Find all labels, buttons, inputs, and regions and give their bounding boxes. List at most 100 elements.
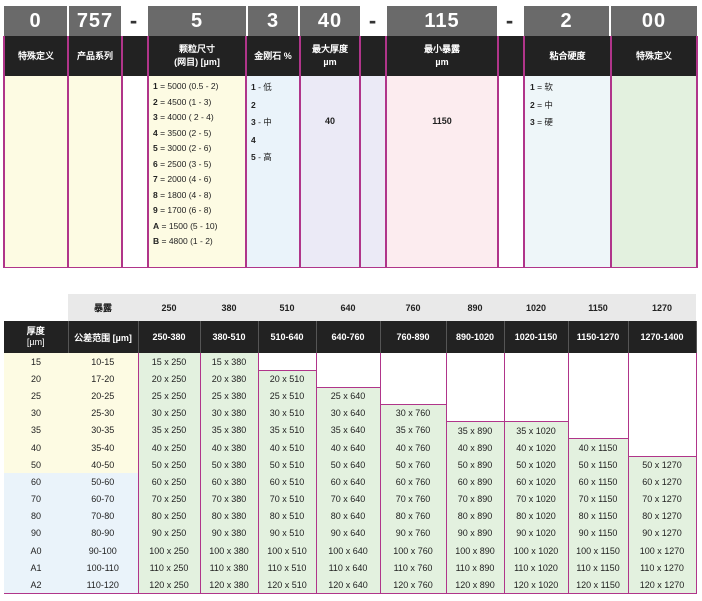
code-seg-grit: 5 [148,6,246,36]
thickness-cell: 30 [4,404,68,422]
code-seg-special1: 0 [4,6,67,36]
col-special2 [611,76,697,268]
list-item: 3 - 中 [251,117,272,127]
size-cell: 15 x 250 [138,353,201,371]
size-cell: 50 x 510 [258,456,317,474]
size-cell: 40 x 380 [200,438,259,457]
size-cell: 30 x 380 [200,404,259,422]
size-cell: 70 x 640 [316,490,381,508]
size-cell: 40 x 760 [380,438,447,457]
size-cell: 50 x 1020 [504,456,569,474]
thickness-cell: 35 [4,421,68,439]
range-header: 510-640 [258,321,317,353]
empty-cell [258,353,317,371]
size-cell: 70 x 510 [258,490,317,508]
size-cell: 90 x 1150 [568,524,629,543]
size-cell: 40 x 1150 [568,438,629,457]
size-cell: 50 x 1270 [628,456,697,474]
thickness-cell: A0 [4,542,68,560]
list-item: 1 = 软 [530,82,553,92]
size-cell: 120 x 760 [380,576,447,595]
size-cell: 80 x 760 [380,507,447,525]
size-cell: 110 x 1020 [504,559,569,577]
size-cell: 60 x 250 [138,473,201,491]
size-cell: 35 x 1020 [504,421,569,439]
size-cell: 100 x 760 [380,542,447,560]
exposure-value: 1150 [568,294,628,321]
size-cell: 70 x 1270 [628,490,697,508]
list-item: 1 - 低 [251,82,272,92]
col-special1 [4,76,68,268]
code-seg-diamond: 3 [248,6,298,36]
header-hardness: 粘合硬度 [524,36,611,76]
size-cell: 30 x 640 [316,404,381,422]
exposure-value: 1270 [628,294,696,321]
list-item: 3 = 硬 [530,117,553,127]
list-item: 2 = 中 [530,99,553,110]
empty-cell [380,353,447,371]
thickness-cell: A2 [4,576,68,595]
size-cell: 100 x 1020 [504,542,569,560]
range-header: 250-380 [138,321,201,353]
thickness-header: 厚度 [µm] [4,321,69,353]
size-cell: 110 x 380 [200,559,259,577]
size-cell: 60 x 510 [258,473,317,491]
code-seg-hardness: 2 [524,6,609,36]
table-row: 40 35-40 40 x 250 40 x 380 40 x 510 40 x 640 4… [4,438,697,457]
table-row: 25 20-25 25 x 250 25 x 380 25 x 510 25 x 640 [4,387,697,406]
size-cell: 110 x 1270 [628,559,697,577]
size-cell: 100 x 380 [200,542,259,560]
size-cell: 80 x 890 [446,507,505,525]
header-blank [122,36,148,76]
size-cell: 90 x 380 [200,524,259,543]
size-cell: 80 x 1150 [568,507,629,525]
col-diamond [246,76,300,268]
size-cell: 60 x 1150 [568,473,629,491]
table-row: 60 50-60 60 x 250 60 x 380 60 x 510 60 x 640 6… [4,473,697,491]
empty-cell [504,404,569,423]
size-cell: 70 x 380 [200,490,259,508]
empty-cell [628,404,697,422]
tolerance-cell: 35-40 [68,438,139,457]
col-minexp [386,76,498,268]
range-header: 1150-1270 [568,321,629,353]
size-cell: 90 x 1020 [504,524,569,543]
col-series [68,76,122,268]
list-item: 9 = 1700 (6 - 8) [153,205,212,215]
size-cell: 120 x 890 [446,576,505,595]
tolerance-cell: 90-100 [68,542,139,560]
size-cell: 20 x 380 [200,370,259,388]
thickness-cell: 90 [4,524,68,543]
size-cell: 80 x 380 [200,507,259,525]
table-row: 30 25-30 30 x 250 30 x 380 30 x 510 30 x 640 3… [4,404,697,423]
size-cell: 100 x 510 [258,542,317,560]
size-cell: 80 x 250 [138,507,201,525]
exposure-value: 1020 [504,294,568,321]
range-header: 380-510 [200,321,259,353]
header-minexp: 最小暴露 µm [386,36,498,76]
exposure-value: 250 [138,294,200,321]
size-cell: 35 x 760 [380,421,447,439]
empty-cell [628,370,697,388]
empty-cell [446,404,505,423]
table-row: 80 70-80 80 x 250 80 x 380 80 x 510 80 x 640 8… [4,507,697,525]
divider [359,36,361,268]
size-cell: 110 x 890 [446,559,505,577]
tolerance-cell: 20-25 [68,387,139,405]
thickness-cell: 60 [4,473,68,491]
size-cell: 50 x 380 [200,456,259,474]
header-minexp-unit: µm [435,57,449,67]
size-cell: 90 x 250 [138,524,201,543]
size-cell: 60 x 890 [446,473,505,491]
size-cell: 50 x 890 [446,456,505,474]
range-header: 1020-1150 [504,321,569,353]
size-cell: 50 x 760 [380,456,447,474]
table-row: A0 90-100 100 x 250 100 x 380 100 x 510 100 x… [4,542,697,560]
table-row: A1 100-110 110 x 250 110 x 380 110 x 510 110 … [4,559,697,577]
list-item: 4 = 3500 (2 - 5) [153,127,212,138]
size-cell: 70 x 1150 [568,490,629,508]
exposure-value: 760 [380,294,446,321]
size-cell: 100 x 640 [316,542,381,560]
size-cell: 70 x 250 [138,490,201,508]
empty-cell [380,387,447,406]
